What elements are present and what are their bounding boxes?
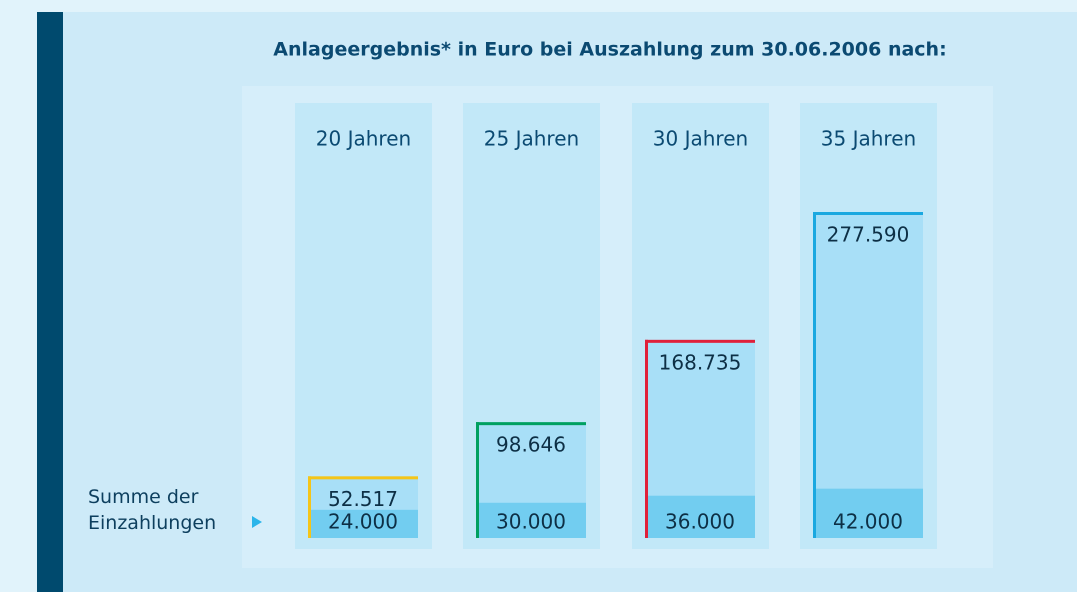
total-label: 168.735 [659, 350, 742, 374]
bar-edge-top [308, 476, 418, 480]
deposit-label: 42.000 [833, 510, 903, 534]
total-bar [813, 212, 923, 538]
deposit-label: 30.000 [496, 510, 566, 534]
category-label: 35 Jahren [821, 127, 916, 151]
deposit-label: 36.000 [665, 510, 735, 534]
bar-edge-top [813, 212, 923, 215]
deposit-bar [476, 502, 586, 538]
column [295, 103, 432, 549]
bar-edge-left [813, 212, 816, 538]
total-label: 52.517 [328, 487, 398, 511]
total-label: 277.590 [827, 223, 910, 247]
sidebar [37, 12, 63, 592]
legend-arrow [252, 516, 262, 528]
bar-edge-top [476, 422, 586, 426]
deposit-label: 24.000 [328, 510, 398, 534]
deposit-bar [813, 488, 923, 538]
legend-label: Summe der Einzahlungen [88, 486, 217, 534]
total-label: 98.646 [496, 433, 566, 457]
deposit-bar [308, 509, 418, 538]
category-label: 25 Jahren [484, 127, 579, 151]
chart-title: Anlageergebnis* in Euro bei Auszahlung z… [273, 39, 946, 61]
bar-edge-left [308, 476, 311, 538]
bar-edge-left [645, 339, 648, 538]
bar-edge-left [476, 422, 479, 538]
deposit-bar [645, 495, 755, 538]
bar-edge-top [645, 339, 755, 343]
category-label: 30 Jahren [653, 127, 748, 151]
category-label: 20 Jahren [316, 127, 411, 151]
